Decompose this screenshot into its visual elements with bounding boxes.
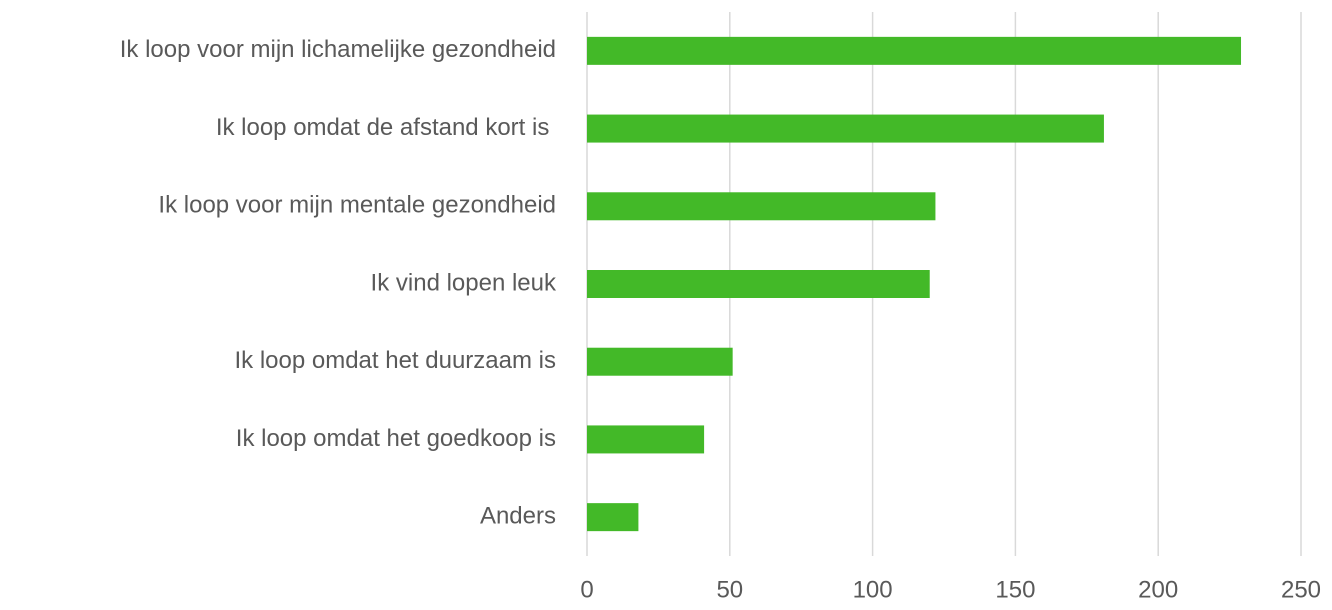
bar — [587, 114, 1104, 143]
x-tick-label: 150 — [995, 576, 1035, 603]
y-tick-label: Ik loop omdat het duurzaam is — [234, 347, 556, 374]
x-tick-label: 200 — [1138, 576, 1178, 603]
bar — [587, 425, 705, 454]
bar — [587, 36, 1242, 65]
x-tick-label: 250 — [1281, 576, 1321, 603]
y-tick-label: Anders — [480, 502, 556, 529]
bar — [587, 347, 733, 376]
x-tick-label: 0 — [580, 576, 593, 603]
y-tick-label: Ik loop voor mijn mentale gezondheid — [158, 192, 556, 219]
y-tick-label: Ik vind lopen leuk — [371, 269, 557, 296]
y-tick-label: Ik loop voor mijn lichamelijke gezondhei… — [120, 36, 556, 63]
y-tick-label: Ik loop omdat de afstand kort is — [216, 114, 556, 141]
bar — [587, 270, 930, 298]
bar — [587, 503, 639, 532]
x-tick-label: 50 — [716, 576, 743, 603]
x-tick-label: 100 — [853, 576, 893, 603]
bar — [587, 192, 936, 221]
y-tick-label: Ik loop omdat het goedkoop is — [236, 425, 556, 452]
